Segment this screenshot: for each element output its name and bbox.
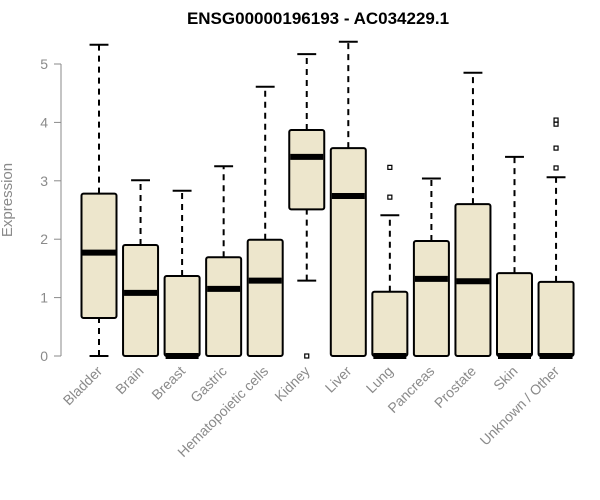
y-tick-label: 3 [40, 173, 48, 189]
y-tick-label: 4 [40, 114, 48, 130]
box-group [496, 155, 533, 359]
box-group [371, 164, 409, 359]
x-tick-label: Liver [322, 363, 355, 396]
box-body [496, 272, 533, 357]
box-body [80, 192, 118, 320]
box-body [412, 239, 450, 357]
box-body [371, 290, 409, 358]
y-axis: 0 1 2 3 4 5 [40, 56, 62, 364]
box-body [122, 244, 160, 357]
chart-title: ENSG00000196193 - AC034229.1 [187, 9, 449, 28]
box-group [329, 40, 367, 357]
box-group [246, 85, 284, 357]
x-tick-label: Skin [490, 363, 521, 394]
boxes-layer [80, 40, 575, 359]
x-tick-label: Prostate [431, 363, 479, 411]
box-body [205, 256, 243, 357]
y-tick-label: 1 [40, 290, 48, 306]
box-group [205, 165, 243, 357]
box-group [163, 189, 201, 359]
box-body [537, 280, 575, 357]
y-tick-label: 0 [40, 348, 48, 364]
outlier-point [387, 194, 393, 200]
box-body [288, 128, 326, 211]
outlier-point [553, 165, 559, 171]
x-tick-label: Breast [148, 363, 188, 403]
y-axis-label: Expression [0, 163, 16, 237]
box-body [329, 147, 367, 357]
outlier-point [387, 164, 393, 170]
box-group [122, 179, 160, 357]
box-group [537, 117, 575, 359]
y-tick-label: 2 [40, 231, 48, 247]
box-group [80, 43, 118, 357]
x-tick-label: Bladder [60, 363, 106, 409]
outlier-point [553, 121, 559, 127]
x-tick-label: Unknown / Other [477, 363, 563, 449]
outlier-point [553, 145, 559, 151]
x-tick-label: Lung [363, 363, 396, 396]
box-group [454, 71, 492, 357]
box-group [412, 177, 450, 357]
box-group [288, 53, 326, 359]
y-tick-label: 5 [40, 56, 48, 72]
outlier-point [553, 117, 559, 123]
x-tick-label: Kidney [271, 363, 313, 405]
outlier-point [304, 353, 310, 359]
x-tick-label: Brain [112, 363, 146, 397]
box-body [246, 238, 284, 357]
box-body [163, 274, 201, 358]
